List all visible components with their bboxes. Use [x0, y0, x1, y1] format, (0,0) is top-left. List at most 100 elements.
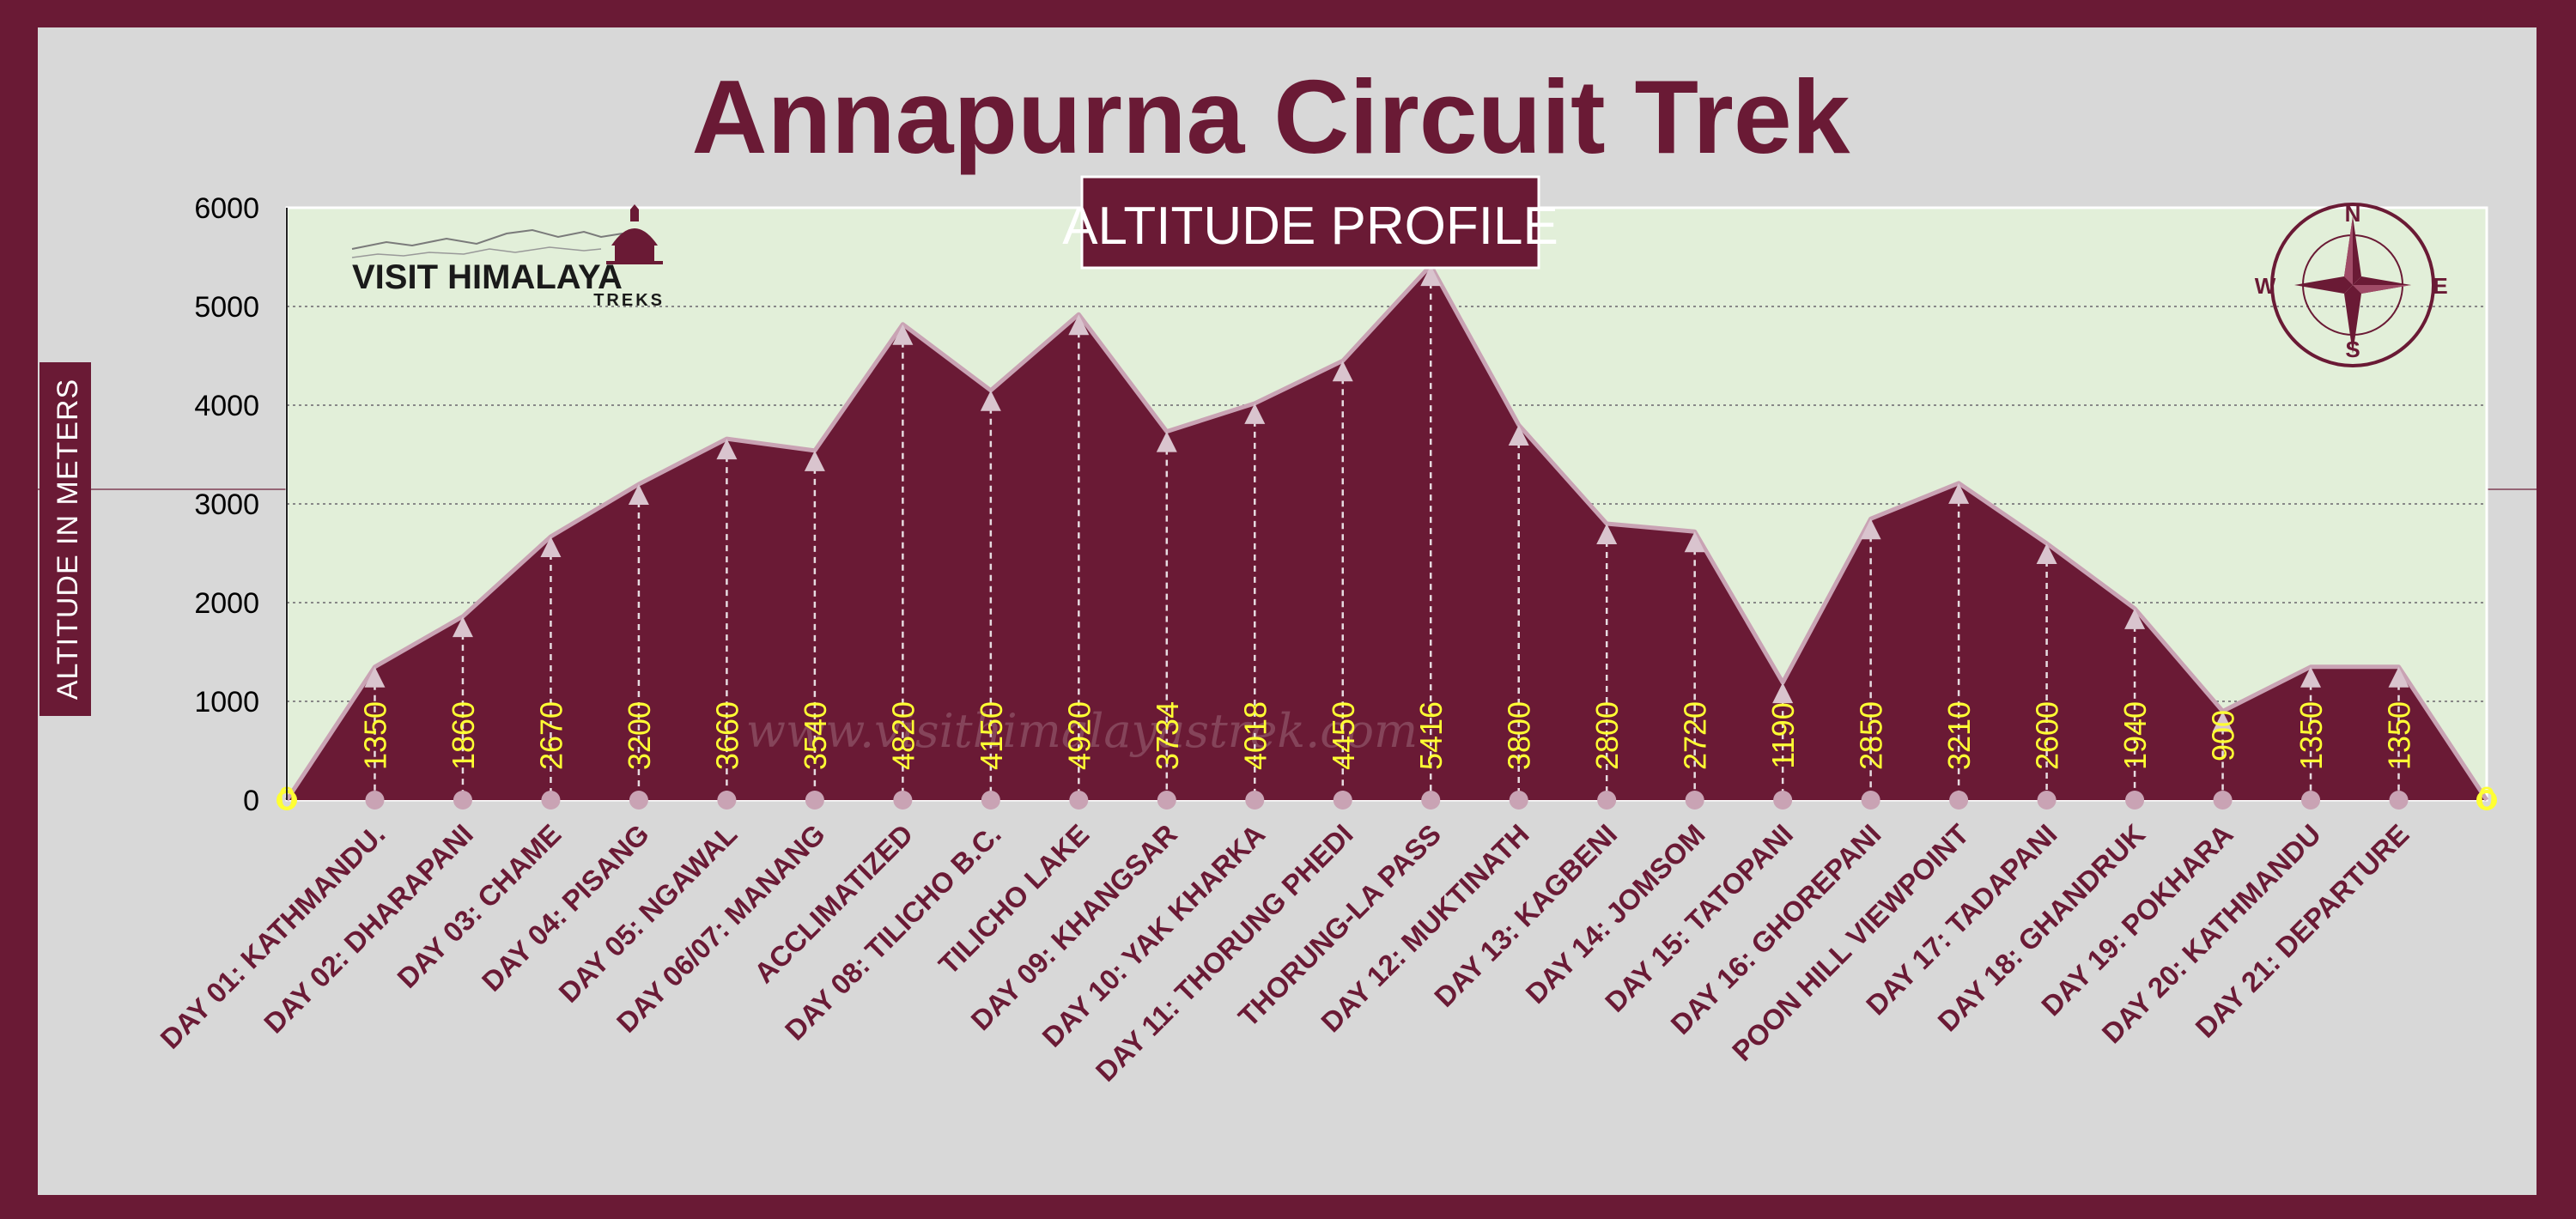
peak-marker: [980, 390, 1001, 411]
x-tick-label: DAY 04: PISANG: [476, 818, 655, 998]
base-dot: [541, 791, 561, 810]
end-point: [2476, 790, 2497, 810]
peak-marker: [2036, 543, 2057, 564]
peak-marker: [540, 536, 562, 557]
peak-marker: [364, 666, 386, 688]
peak-marker: [716, 439, 738, 460]
compass-s: S: [2345, 337, 2360, 362]
peak-marker: [1068, 314, 1090, 336]
subtitle-badge: ALTITUDE PROFILE: [1062, 175, 1558, 270]
data-label: 4450: [1326, 701, 1361, 770]
y-tick-label: 6000: [194, 192, 259, 225]
y-tick-label: 4000: [194, 390, 259, 422]
compass-icon: N S E W: [2255, 201, 2448, 367]
peak-marker: [2124, 608, 2146, 629]
markers-layer: 1350 1860 2670 3200 3660 3540 4820 4150 4920 3734…: [276, 265, 2497, 816]
peak-marker: [804, 450, 825, 471]
chart-subtitle: ALTITUDE PROFILE: [1062, 197, 1558, 256]
peak-marker: [1156, 431, 1177, 452]
base-dot: [1421, 791, 1441, 810]
peak-marker: [1508, 425, 1529, 446]
base-dot: [1069, 791, 1089, 810]
data-label: 4150: [974, 701, 1009, 770]
subtitle-box: [1080, 175, 1540, 270]
data-label: 1860: [446, 701, 481, 770]
peak-marker: [1420, 265, 1442, 287]
data-label: 3210: [1941, 701, 1977, 770]
stupa-icon: [606, 204, 663, 264]
logo-name: VISIT HIMALAYA: [352, 258, 623, 296]
peak-marker: [1948, 482, 1970, 504]
y-tick-label: 1000: [194, 686, 259, 719]
x-tick-label: ACCLIMATIZED: [748, 818, 919, 989]
y-axis-title: ALTITUDE IN METERS: [39, 362, 91, 716]
peak-marker: [2388, 666, 2409, 688]
y-axis-title-box: [39, 362, 91, 716]
logo-mountains: [351, 228, 623, 250]
y-axis-ticks: 0 1000 2000 3000 4000 5000 6000: [194, 192, 288, 817]
base-dot: [629, 791, 648, 810]
compass-n: N: [2345, 201, 2361, 227]
base-dot: [805, 791, 824, 810]
data-label: 3200: [622, 701, 657, 770]
peak-marker: [1596, 524, 1618, 544]
y-axis-label: ALTITUDE IN METERS: [52, 379, 84, 700]
data-label: 2850: [1854, 701, 1889, 770]
peak-marker: [1684, 531, 1705, 553]
base-dot: [1157, 791, 1176, 810]
end-point-label: 0: [2478, 780, 2495, 816]
data-label: 3800: [1502, 701, 1537, 770]
peak-marker: [628, 484, 649, 505]
peak-marker: [452, 616, 473, 638]
peak-marker: [2300, 666, 2322, 688]
data-label: 2720: [1678, 701, 1713, 770]
peak-marker: [1244, 403, 1266, 424]
compass-e: E: [2433, 273, 2447, 299]
base-dot: [2301, 791, 2321, 810]
data-label: 1940: [2117, 701, 2153, 770]
data-label: 2800: [1589, 701, 1625, 770]
area-outline: [284, 263, 2489, 802]
base-dot: [1861, 791, 1880, 810]
data-label: 900: [2206, 710, 2241, 761]
peak-marker: [1332, 361, 1353, 382]
base-dot: [1949, 791, 1969, 810]
data-label: 4920: [1061, 701, 1097, 770]
data-label: 3540: [798, 701, 833, 770]
base-dot: [893, 791, 913, 810]
base-dot: [2037, 791, 2057, 810]
area-series: [284, 263, 2489, 802]
logo-sub: TREKS: [593, 291, 665, 310]
logo: VISIT HIMALAYA TREKS: [351, 204, 665, 310]
base-dot: [1685, 791, 1704, 810]
peak-marker: [892, 324, 914, 345]
y-tick-label: 2000: [194, 587, 259, 620]
base-dot: [1597, 791, 1617, 810]
base-dot: [981, 791, 1000, 810]
x-tick-label: TILICHO LAKE: [933, 818, 1095, 980]
base-dot: [365, 791, 385, 810]
data-label: 2670: [533, 701, 568, 770]
data-label: 3660: [709, 701, 744, 770]
data-label: 2600: [2030, 701, 2065, 770]
data-label: 5416: [1413, 701, 1449, 770]
base-dot: [453, 791, 472, 810]
data-label: 4820: [885, 701, 920, 770]
base-dot: [1509, 791, 1528, 810]
base-dot: [2125, 791, 2145, 810]
base-dot: [1773, 791, 1793, 810]
watermark-text: www.visithimalayastrek.com: [746, 704, 1419, 758]
y-tick-label: 5000: [194, 291, 259, 324]
data-label: 1350: [2293, 701, 2329, 770]
base-dot: [1333, 791, 1352, 810]
base-dot: [2213, 791, 2233, 810]
chart-title: Annapurna Circuit Trek: [691, 58, 1850, 175]
watermark-layer: www.visithimalayastrek.com: [746, 704, 1419, 758]
compass-w: W: [2255, 273, 2276, 299]
peak-marker: [1772, 682, 1794, 704]
y-tick-label: 0: [243, 785, 259, 817]
data-label: 1350: [357, 701, 392, 770]
data-label: 3734: [1150, 701, 1185, 770]
